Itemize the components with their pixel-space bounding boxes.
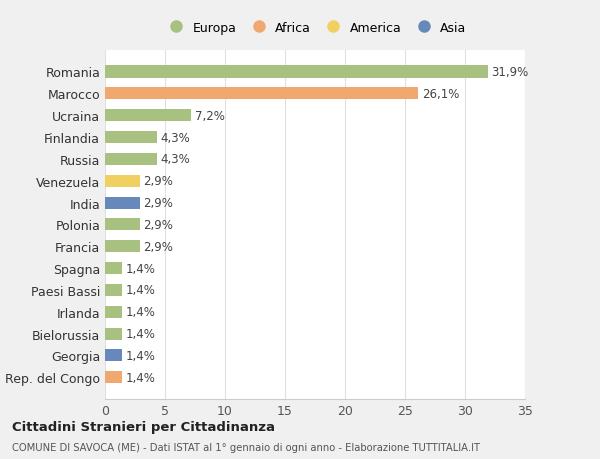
Bar (105, 153, 157, 166)
Text: 7,2%: 7,2% (195, 109, 225, 123)
Bar (105, 110, 191, 122)
Text: 2,9%: 2,9% (143, 196, 173, 210)
Text: COMUNE DI SAVOCA (ME) - Dati ISTAT al 1° gennaio di ogni anno - Elaborazione TUT: COMUNE DI SAVOCA (ME) - Dati ISTAT al 1°… (12, 442, 480, 452)
Bar (105, 306, 122, 318)
Bar (105, 371, 122, 383)
Text: 4,3%: 4,3% (160, 131, 190, 144)
Text: 31,9%: 31,9% (491, 66, 529, 79)
Bar (105, 88, 418, 100)
Bar (105, 328, 122, 340)
Legend: Europa, Africa, America, Asia: Europa, Africa, America, Asia (161, 19, 469, 37)
Text: 1,4%: 1,4% (125, 284, 155, 297)
Text: 2,9%: 2,9% (143, 218, 173, 231)
Text: 26,1%: 26,1% (422, 88, 459, 101)
Bar (105, 284, 122, 297)
Text: 1,4%: 1,4% (125, 306, 155, 319)
Bar (105, 132, 157, 144)
Text: 1,4%: 1,4% (125, 371, 155, 384)
Bar (105, 350, 122, 362)
Text: Cittadini Stranieri per Cittadinanza: Cittadini Stranieri per Cittadinanza (12, 420, 275, 433)
Bar (105, 219, 140, 231)
Bar (105, 197, 140, 209)
Text: 2,9%: 2,9% (143, 175, 173, 188)
Text: 2,9%: 2,9% (143, 240, 173, 253)
Text: 4,3%: 4,3% (160, 153, 190, 166)
Bar (105, 67, 488, 78)
Text: 1,4%: 1,4% (125, 327, 155, 341)
Text: 1,4%: 1,4% (125, 349, 155, 362)
Bar (105, 175, 140, 187)
Bar (105, 241, 140, 253)
Bar (105, 263, 122, 274)
Text: 1,4%: 1,4% (125, 262, 155, 275)
